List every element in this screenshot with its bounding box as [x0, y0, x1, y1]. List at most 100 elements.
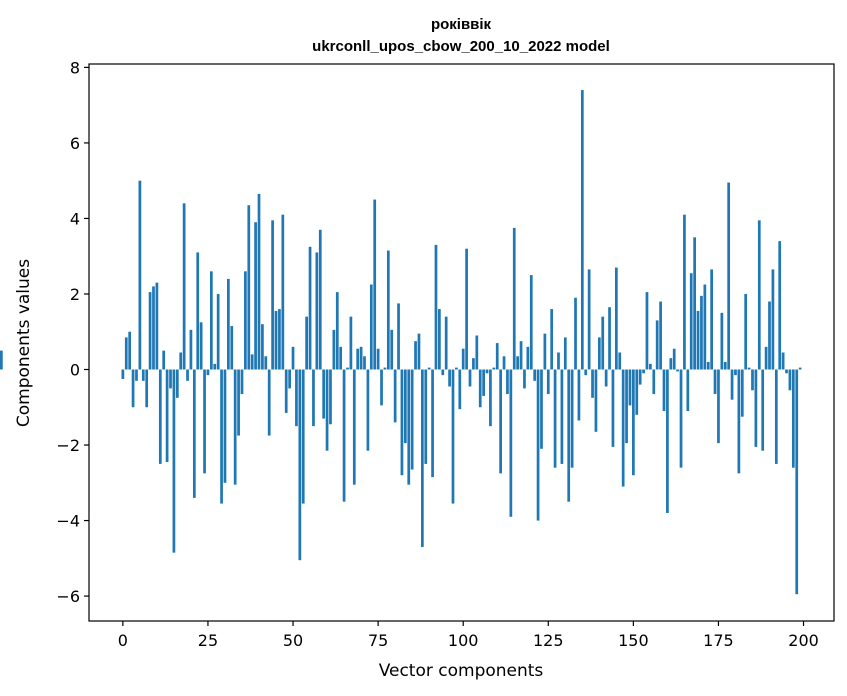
bar-126: [550, 309, 554, 370]
bar-6: [141, 369, 145, 381]
bar-45: [274, 310, 278, 370]
bar-9: [152, 286, 155, 370]
bar-121: [533, 369, 537, 381]
bar-193: [778, 241, 782, 370]
bar-50: [291, 346, 295, 370]
bar-67: [349, 316, 353, 370]
bar-149: [628, 369, 632, 406]
bar-57: [315, 252, 319, 370]
bar-196: [788, 369, 792, 391]
bar-33: [233, 369, 237, 485]
bar-165: [683, 214, 686, 370]
bar-81: [397, 303, 400, 370]
bar-8: [148, 292, 152, 370]
bars-group: [0, 90, 802, 595]
bar-62: [332, 329, 336, 370]
bar-112: [502, 356, 506, 370]
x-tick-label: 200: [788, 631, 819, 650]
bar-76: [380, 369, 383, 406]
x-tick-label: 100: [448, 631, 479, 650]
y-tick-label: 6: [70, 134, 80, 153]
bar-28: [216, 293, 220, 370]
bar-38: [250, 354, 254, 370]
bar-178: [727, 182, 731, 370]
bar-91: [431, 369, 434, 478]
bar-18: [182, 203, 186, 370]
bar-155: [649, 363, 652, 370]
bar-111: [499, 369, 502, 474]
y-tick-label: 0: [70, 361, 80, 380]
bar-46: [278, 309, 281, 370]
bar-129: [560, 369, 564, 464]
bar-43: [267, 369, 271, 436]
bar-35: [240, 369, 244, 395]
x-tick-label: 175: [703, 631, 734, 650]
bar-152: [638, 369, 642, 385]
y-tick-label: −2: [56, 436, 80, 455]
bar-29: [220, 369, 223, 504]
x-tick-label: 25: [198, 631, 218, 650]
bar-134: [577, 369, 581, 421]
bar-136: [584, 369, 588, 376]
bar-170: [700, 295, 703, 370]
bar-79: [390, 329, 394, 370]
bar-101: [465, 248, 468, 370]
bar-4: [135, 369, 138, 381]
bar-164: [679, 369, 683, 468]
bar-142: [604, 369, 608, 387]
bar-148: [625, 369, 628, 444]
bar-36: [244, 271, 247, 370]
bar-189: [764, 346, 768, 370]
bar-2: [128, 331, 132, 370]
bar-22: [196, 252, 200, 370]
bar-90: [427, 367, 431, 370]
x-tick-label: 50: [283, 631, 303, 650]
bar-120: [529, 275, 533, 370]
bar-102: [468, 369, 472, 387]
bar-124: [543, 333, 547, 370]
bar-72: [366, 369, 370, 451]
bar-171: [703, 284, 707, 370]
bar-66: [346, 367, 349, 370]
bar-144: [611, 369, 615, 447]
bar-3: [131, 369, 135, 408]
bar-98: [455, 367, 458, 370]
bar-137: [587, 269, 591, 370]
bar-97: [451, 369, 455, 504]
bar-44: [271, 220, 274, 370]
bar-71: [363, 356, 366, 370]
bar-127: [553, 369, 557, 468]
bar-187: [757, 220, 761, 370]
bar-167: [689, 273, 693, 370]
bar-84: [407, 369, 411, 485]
bar-96: [448, 369, 451, 387]
x-tick-label: 125: [533, 631, 564, 650]
bar-54: [305, 316, 308, 370]
bar-139: [594, 369, 598, 432]
bar-21: [192, 369, 196, 498]
bar-82: [400, 369, 404, 476]
bar-12: [162, 350, 166, 370]
bar-30: [223, 369, 227, 483]
bar-60: [325, 369, 329, 451]
bar-15: [172, 369, 176, 553]
bar-31: [227, 278, 230, 370]
bar-10: [155, 282, 159, 370]
bar-93: [438, 309, 441, 370]
bar-154: [645, 292, 649, 370]
bar-34: [237, 369, 240, 436]
bar-80: [393, 369, 397, 423]
y-tick-label: 4: [70, 209, 80, 228]
bar-63: [335, 292, 339, 370]
bar-16: [175, 369, 179, 398]
bar-143: [608, 307, 611, 370]
bar-169: [696, 310, 700, 370]
bar-173: [710, 269, 714, 370]
bar-73: [369, 284, 373, 370]
bar-116: [516, 356, 520, 370]
bar-78: [386, 250, 390, 370]
bar-176: [720, 312, 724, 370]
bar-77: [383, 367, 387, 370]
bar-56: [312, 369, 315, 427]
bar-40: [257, 193, 261, 370]
